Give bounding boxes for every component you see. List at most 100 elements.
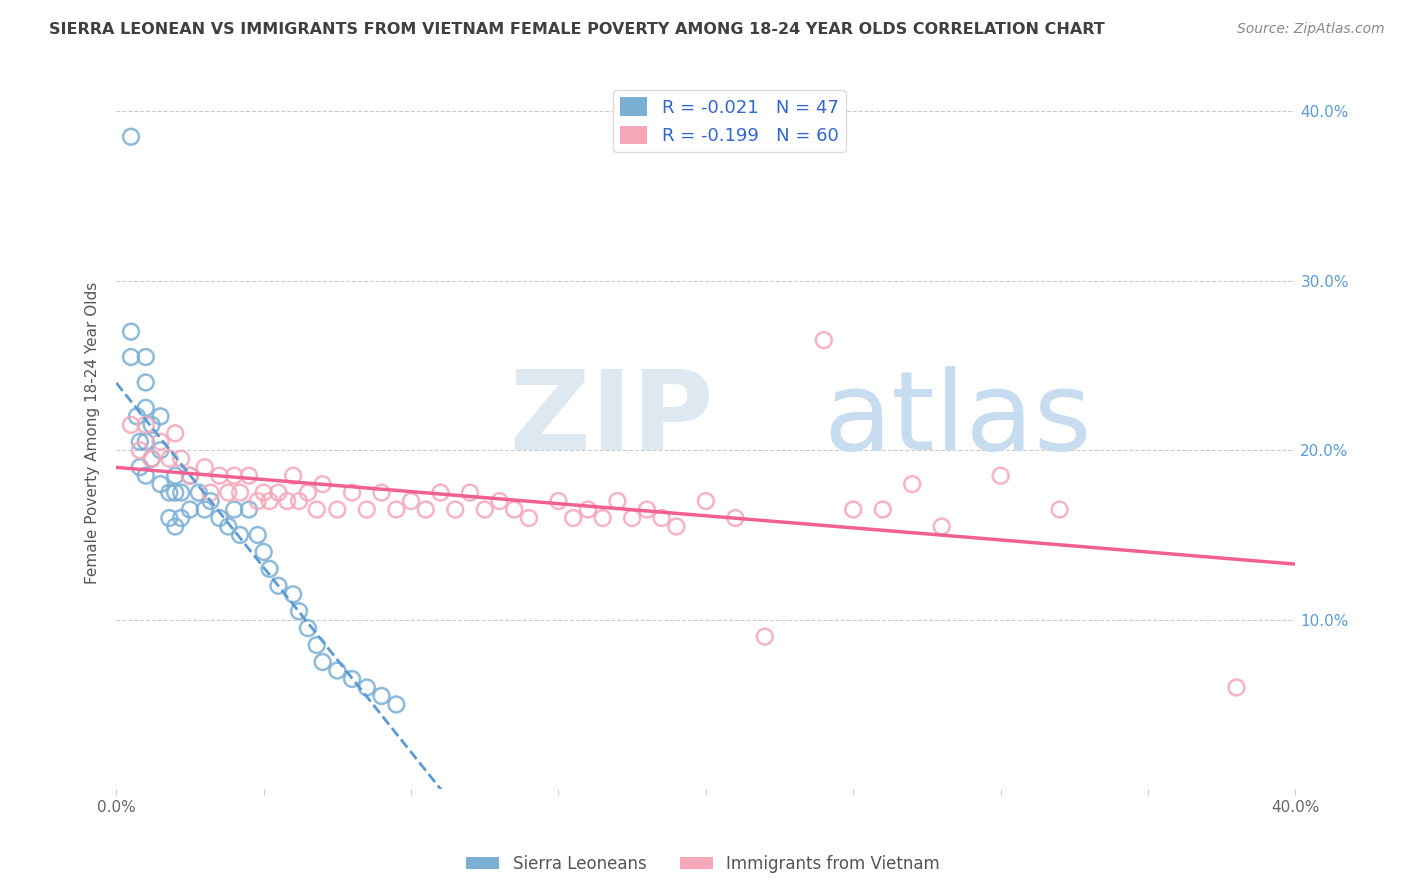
Point: [695, 494, 717, 508]
Point: [141, 417, 163, 432]
Point: [120, 417, 142, 432]
Point: [842, 502, 865, 516]
Point: [165, 485, 187, 500]
Text: atlas: atlas: [824, 366, 1092, 473]
Point: [415, 502, 437, 516]
Text: SIERRA LEONEAN VS IMMIGRANTS FROM VIETNAM FEMALE POVERTY AMONG 18-24 YEAR OLDS C: SIERRA LEONEAN VS IMMIGRANTS FROM VIETNA…: [49, 22, 1105, 37]
Point: [128, 460, 150, 475]
Point: [157, 511, 180, 525]
Point: [288, 494, 311, 508]
Point: [311, 655, 333, 669]
Point: [141, 451, 163, 466]
Point: [259, 562, 281, 576]
Point: [194, 460, 217, 475]
Point: [135, 376, 157, 390]
Point: [370, 485, 392, 500]
Point: [224, 468, 246, 483]
Point: [259, 494, 281, 508]
Y-axis label: Female Poverty Among 18-24 Year Olds: Female Poverty Among 18-24 Year Olds: [86, 282, 100, 584]
Point: [238, 502, 260, 516]
Point: [606, 494, 628, 508]
Point: [120, 350, 142, 364]
Point: [253, 485, 276, 500]
Point: [562, 511, 585, 525]
Point: [120, 325, 142, 339]
Point: [297, 621, 319, 635]
Point: [170, 451, 193, 466]
Point: [253, 545, 276, 559]
Point: [128, 434, 150, 449]
Point: [326, 502, 349, 516]
Point: [636, 502, 658, 516]
Point: [125, 409, 148, 424]
Point: [305, 638, 328, 652]
Point: [246, 528, 269, 542]
Point: [429, 485, 451, 500]
Point: [135, 468, 157, 483]
Point: [576, 502, 599, 516]
Point: [651, 511, 673, 525]
Point: [399, 494, 422, 508]
Point: [340, 672, 363, 686]
Point: [217, 485, 239, 500]
Point: [517, 511, 540, 525]
Point: [592, 511, 614, 525]
Point: [170, 485, 193, 500]
Point: [990, 468, 1012, 483]
Point: [288, 604, 311, 618]
Point: [311, 477, 333, 491]
Point: [547, 494, 569, 508]
Legend: Sierra Leoneans, Immigrants from Vietnam: Sierra Leoneans, Immigrants from Vietnam: [460, 848, 946, 880]
Point: [385, 698, 408, 712]
Point: [370, 689, 392, 703]
Point: [165, 468, 187, 483]
Point: [901, 477, 924, 491]
Point: [179, 468, 201, 483]
Point: [281, 468, 304, 483]
Point: [224, 502, 246, 516]
Text: ZIP: ZIP: [510, 366, 713, 473]
Point: [665, 519, 688, 533]
Point: [149, 477, 172, 491]
Point: [179, 468, 201, 483]
Point: [621, 511, 644, 525]
Point: [267, 485, 290, 500]
Point: [194, 502, 217, 516]
Point: [1225, 681, 1247, 695]
Point: [208, 511, 231, 525]
Point: [458, 485, 481, 500]
Point: [754, 630, 776, 644]
Point: [149, 409, 172, 424]
Point: [444, 502, 467, 516]
Point: [356, 502, 378, 516]
Point: [179, 502, 201, 516]
Point: [128, 443, 150, 458]
Point: [385, 502, 408, 516]
Point: [326, 664, 349, 678]
Point: [503, 502, 526, 516]
Point: [157, 485, 180, 500]
Point: [135, 417, 157, 432]
Point: [200, 494, 222, 508]
Point: [165, 519, 187, 533]
Point: [488, 494, 510, 508]
Point: [474, 502, 496, 516]
Point: [931, 519, 953, 533]
Point: [120, 129, 142, 144]
Point: [200, 485, 222, 500]
Point: [135, 401, 157, 415]
Point: [135, 350, 157, 364]
Point: [135, 434, 157, 449]
Point: [187, 485, 209, 500]
Point: [872, 502, 894, 516]
Point: [813, 333, 835, 347]
Point: [149, 434, 172, 449]
Point: [297, 485, 319, 500]
Point: [141, 451, 163, 466]
Point: [267, 579, 290, 593]
Point: [1049, 502, 1071, 516]
Point: [170, 511, 193, 525]
Point: [157, 451, 180, 466]
Legend: R = -0.021   N = 47, R = -0.199   N = 60: R = -0.021 N = 47, R = -0.199 N = 60: [613, 90, 846, 153]
Point: [246, 494, 269, 508]
